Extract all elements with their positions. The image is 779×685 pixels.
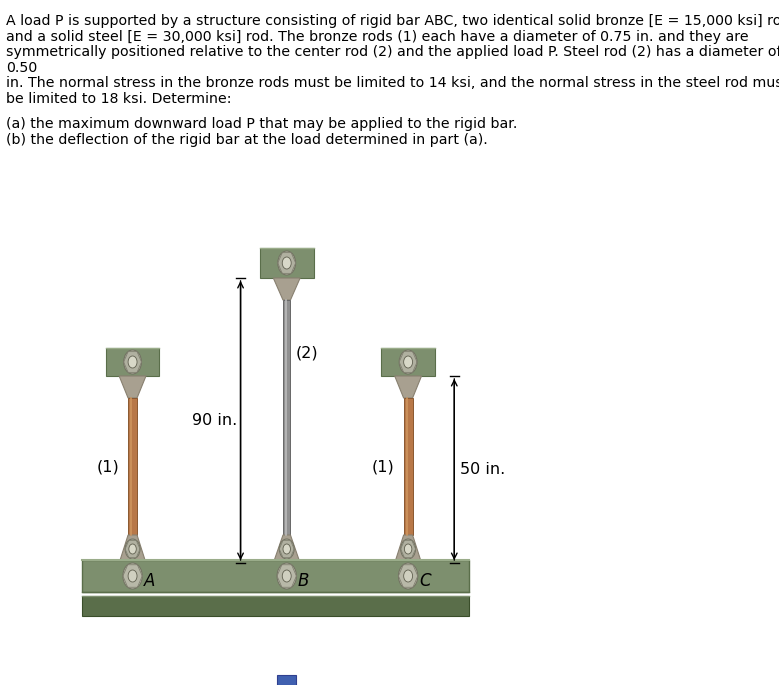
Text: be limited to 18 ksi. Determine:: be limited to 18 ksi. Determine: — [6, 92, 231, 105]
Circle shape — [404, 544, 412, 554]
Circle shape — [128, 356, 137, 368]
Circle shape — [283, 544, 291, 554]
Text: symmetrically positioned relative to the center rod (2) and the applied load P. : symmetrically positioned relative to the… — [6, 45, 779, 59]
Text: and a solid steel [E = 30,000 ksi] rod. The bronze rods (1) each have a diameter: and a solid steel [E = 30,000 ksi] rod. … — [6, 29, 749, 44]
Polygon shape — [395, 376, 421, 398]
Bar — [283, 300, 291, 535]
Circle shape — [129, 544, 136, 554]
Text: (1): (1) — [97, 459, 119, 474]
Circle shape — [282, 257, 291, 269]
Text: A load P is supported by a structure consisting of rigid bar ABC, two identical : A load P is supported by a structure con… — [6, 14, 779, 28]
Bar — [260, 248, 313, 278]
Circle shape — [398, 563, 418, 589]
Circle shape — [282, 570, 291, 582]
Circle shape — [400, 539, 415, 559]
Text: (a) the maximum downward load P that may be applied to the rigid bar.: (a) the maximum downward load P that may… — [6, 117, 517, 131]
Circle shape — [404, 356, 413, 368]
Text: 90 in.: 90 in. — [192, 413, 237, 428]
Circle shape — [278, 251, 296, 275]
Circle shape — [124, 350, 142, 374]
Text: (2): (2) — [296, 346, 319, 361]
Polygon shape — [395, 535, 421, 563]
Bar — [404, 398, 413, 535]
Circle shape — [280, 539, 294, 559]
Text: A: A — [144, 572, 155, 590]
Text: 0.50: 0.50 — [6, 60, 37, 75]
Circle shape — [277, 563, 296, 589]
Circle shape — [125, 539, 140, 559]
Text: C: C — [419, 572, 431, 590]
Bar — [128, 398, 137, 535]
Text: in. The normal stress in the bronze rods must be limited to 14 ksi, and the norm: in. The normal stress in the bronze rods… — [6, 76, 779, 90]
Polygon shape — [119, 535, 146, 563]
Polygon shape — [119, 376, 146, 398]
Circle shape — [404, 570, 413, 582]
Polygon shape — [273, 535, 300, 563]
Circle shape — [123, 563, 143, 589]
Text: 50 in.: 50 in. — [460, 462, 506, 477]
Polygon shape — [273, 278, 300, 300]
Bar — [106, 348, 160, 376]
Bar — [381, 348, 435, 376]
Text: (1): (1) — [372, 459, 395, 474]
Circle shape — [399, 350, 417, 374]
Bar — [277, 675, 296, 685]
Bar — [82, 596, 469, 616]
Text: (b) the deflection of the rigid bar at the load determined in part (a).: (b) the deflection of the rigid bar at t… — [6, 132, 488, 147]
Bar — [82, 560, 469, 592]
Text: B: B — [298, 572, 309, 590]
Circle shape — [128, 570, 137, 582]
